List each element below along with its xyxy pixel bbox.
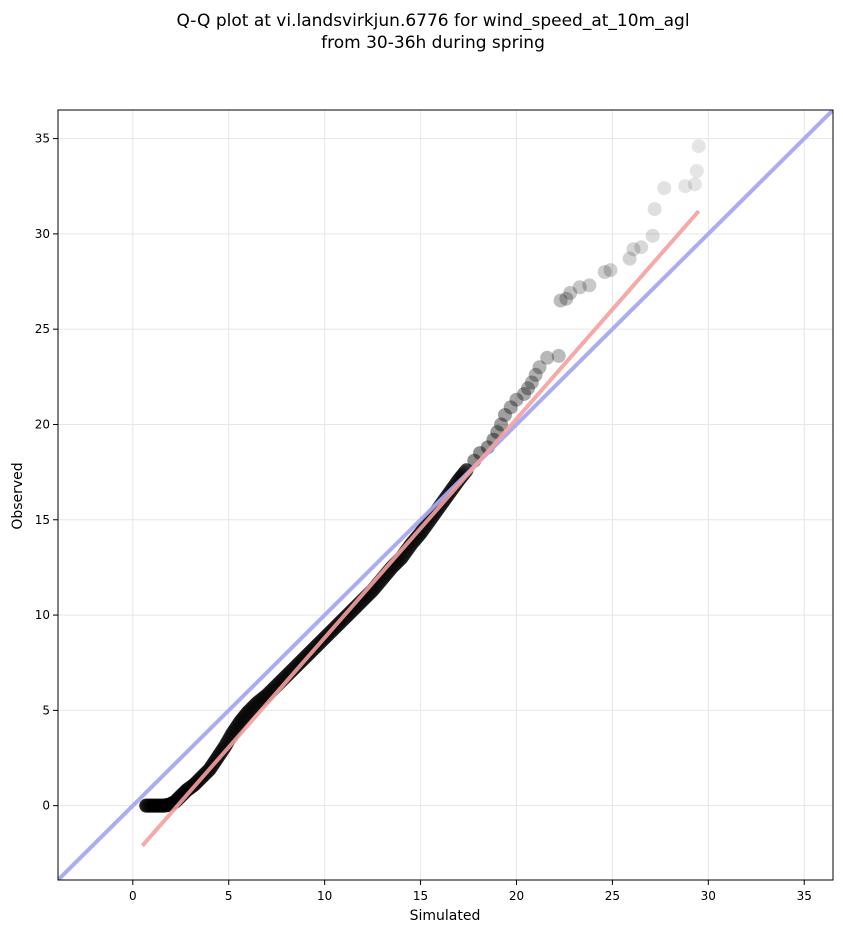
qq-point <box>540 350 555 365</box>
y-tick-label: 0 <box>42 799 50 813</box>
qq-point <box>691 139 706 154</box>
qq-point <box>160 797 175 812</box>
identity-line <box>58 110 833 880</box>
qq-point <box>147 798 162 813</box>
qq-point <box>559 291 574 306</box>
qq-point <box>214 745 229 760</box>
x-axis-ticks: 0 5 10 15 20 25 30 35 <box>129 880 812 903</box>
qq-point <box>159 798 174 813</box>
fit-line <box>140 209 701 848</box>
grid <box>58 110 833 880</box>
qq-point <box>551 348 566 363</box>
qq-point <box>140 798 155 813</box>
qq-point <box>235 712 250 727</box>
chart-title-line-2: from 30-36h during spring <box>321 33 545 53</box>
qq-point <box>156 798 171 813</box>
qq-point <box>517 386 532 401</box>
qq-point <box>415 522 430 537</box>
qq-point <box>243 702 258 717</box>
qq-point <box>215 742 230 757</box>
qq-point <box>240 705 255 720</box>
qq-point <box>248 698 263 713</box>
qq-point <box>634 240 649 255</box>
qq-point <box>494 417 509 432</box>
qq-point <box>645 228 660 243</box>
x-tick-label: 25 <box>605 889 620 903</box>
qq-point <box>139 798 154 813</box>
qq-point <box>563 285 578 300</box>
chart-title: Q-Q plot at vi.landsvirkjun.6776 for win… <box>176 11 689 53</box>
qq-point <box>152 798 167 813</box>
qq-point <box>149 798 164 813</box>
qq-point <box>344 604 359 619</box>
y-tick-label: 35 <box>35 132 50 146</box>
x-tick-label: 20 <box>509 889 524 903</box>
qq-point <box>233 714 248 729</box>
x-tick-label: 5 <box>225 889 233 903</box>
qq-point <box>245 700 260 715</box>
qq-point <box>288 659 303 674</box>
qq-point <box>678 179 693 194</box>
qq-point <box>524 375 539 390</box>
qq-point <box>497 407 512 422</box>
qq-point <box>181 781 196 796</box>
qq-point <box>626 242 641 257</box>
qq-point <box>238 707 253 722</box>
y-tick-label: 30 <box>35 227 50 241</box>
y-tick-label: 25 <box>35 322 50 336</box>
qq-point-band <box>139 463 474 813</box>
qq-point <box>250 695 265 710</box>
qq-point <box>346 602 361 617</box>
qq-point <box>582 278 597 293</box>
qq-point <box>689 163 704 178</box>
x-axis-label: Simulated <box>410 908 481 924</box>
qq-points <box>139 139 706 813</box>
qq-point <box>237 710 252 725</box>
qq-point <box>532 360 547 375</box>
qq-point <box>144 798 159 813</box>
qq-point <box>572 280 587 295</box>
qq-point <box>146 798 161 813</box>
y-tick-label: 15 <box>35 513 50 527</box>
x-tick-label: 0 <box>129 889 137 903</box>
qq-point <box>150 798 165 813</box>
qq-point <box>252 693 267 708</box>
qq-point <box>657 181 672 196</box>
qq-point <box>520 381 535 396</box>
qq-point <box>231 717 246 732</box>
qq-point <box>687 177 702 192</box>
qq-point <box>155 798 170 813</box>
qq-point <box>553 293 568 308</box>
reference-lines <box>58 110 833 880</box>
qq-point <box>622 251 637 266</box>
qq-point <box>528 367 543 382</box>
qq-point <box>157 798 172 813</box>
y-axis-label: Observed <box>10 462 26 529</box>
qq-point <box>153 798 168 813</box>
qq-point <box>341 607 356 622</box>
qq-point <box>142 798 157 813</box>
qq-point <box>418 519 433 534</box>
y-axis-ticks: 0 5 10 15 20 25 30 35 <box>35 132 58 813</box>
qq-point <box>509 392 524 407</box>
y-tick-label: 20 <box>35 417 50 431</box>
y-tick-label: 10 <box>35 608 50 622</box>
x-tick-label: 35 <box>797 889 812 903</box>
plot-frame <box>57 109 834 881</box>
x-tick-label: 15 <box>413 889 428 903</box>
x-tick-label: 10 <box>317 889 332 903</box>
qq-point <box>286 661 301 676</box>
qq-point <box>143 798 158 813</box>
qq-point <box>291 657 306 672</box>
qq-point <box>647 202 662 217</box>
chart-title-line-1: Q-Q plot at vi.landsvirkjun.6776 for win… <box>176 11 689 31</box>
qq-point <box>597 265 612 280</box>
qq-point <box>229 720 244 735</box>
qq-point <box>503 400 518 415</box>
qq-point <box>603 263 618 278</box>
x-tick-label: 30 <box>701 889 716 903</box>
y-tick-label: 5 <box>42 703 50 717</box>
